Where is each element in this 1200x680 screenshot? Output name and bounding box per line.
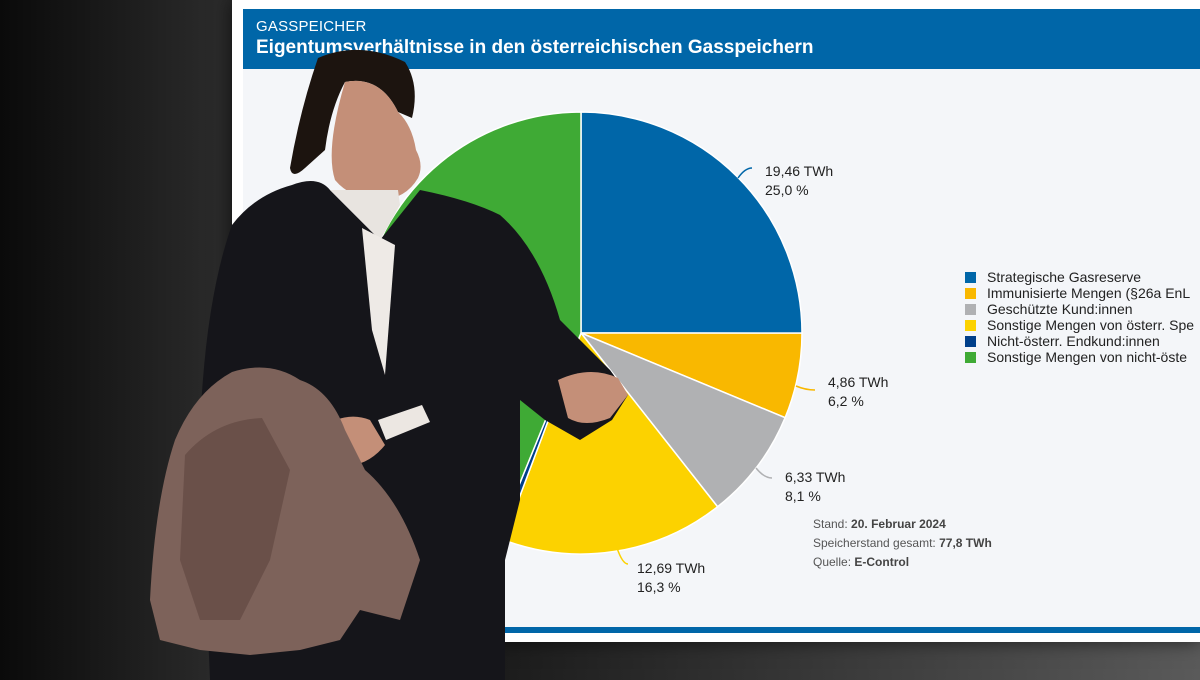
meta-source-label: Quelle: <box>813 555 852 569</box>
data-label-percent-4: 16,3 % <box>637 579 681 595</box>
meta-total-value: 77,8 TWh <box>939 536 992 550</box>
meta-total: Speicherstand gesamt: 77,8 TWh <box>813 534 992 553</box>
meta-source-value: E-Control <box>854 555 910 569</box>
legend-label: Immunisierte Mengen (§26a EnL <box>987 285 1191 301</box>
data-label-value-1: 19,46 TWh <box>765 163 833 179</box>
legend-swatch <box>965 303 976 315</box>
header-kicker: GASSPEICHER <box>256 18 367 35</box>
meta-stand-value: 20. Februar 2024 <box>851 517 946 531</box>
legend-swatch <box>965 351 976 363</box>
pie-slice-3 <box>578 331 787 508</box>
leader-line-3 <box>755 467 773 479</box>
legend-item-2: Immunisierte Mengen (§26a EnL <box>965 285 1200 301</box>
legend-label: Strategische Gasreserve <box>987 269 1142 285</box>
data-label-value-4: 12,69 TWh <box>637 560 705 576</box>
leader-line-1 <box>737 167 753 179</box>
chart-meta: Stand: 20. Februar 2024 Speicherstand ge… <box>813 515 992 572</box>
pie-slice-1 <box>580 111 803 334</box>
legend-swatch <box>965 271 976 283</box>
pie-slices <box>359 111 803 555</box>
legend-label: Sonstige Mengen von österr. Spe <box>987 317 1195 333</box>
bottom-bar <box>243 627 1200 633</box>
legend-label: Sonstige Mengen von nicht-öste <box>987 349 1188 365</box>
legend-item-6: Sonstige Mengen von nicht-öste <box>965 349 1200 365</box>
legend-label: Geschützte Kund:innen <box>987 301 1133 317</box>
legend-item-3: Geschützte Kund:innen <box>965 301 1200 317</box>
legend-label: Nicht-österr. Endkund:innen <box>987 333 1160 349</box>
data-label-value-3: 6,33 TWh <box>785 469 845 485</box>
data-label-percent-3: 8,1 % <box>785 488 821 504</box>
meta-stand-label: Stand: <box>813 517 848 531</box>
data-label-percent-2: 6,2 % <box>828 393 864 409</box>
leader-line-2 <box>795 385 816 391</box>
data-label-percent-1: 25,0 % <box>765 182 809 198</box>
chart-legend: Strategische Gasreserve Immunisierte Meng… <box>965 269 1200 365</box>
legend-item-1: Strategische Gasreserve <box>965 269 1200 285</box>
meta-stand: Stand: 20. Februar 2024 <box>813 515 992 534</box>
legend-swatch <box>965 287 976 299</box>
legend-swatch <box>965 319 976 331</box>
legend-swatch <box>965 335 976 347</box>
legend-item-4: Sonstige Mengen von österr. Spe <box>965 317 1200 333</box>
meta-source: Quelle: E-Control <box>813 553 992 572</box>
data-label-value-2: 4,86 TWh <box>828 374 888 390</box>
data-labels: 19,46 TWh 25,0 % 4,86 TWh 6,2 % 6,33 TWh 8,1 … <box>637 163 888 595</box>
legend-item-5: Nicht-österr. Endkund:innen <box>965 333 1200 349</box>
meta-total-label: Speicherstand gesamt: <box>813 536 936 550</box>
